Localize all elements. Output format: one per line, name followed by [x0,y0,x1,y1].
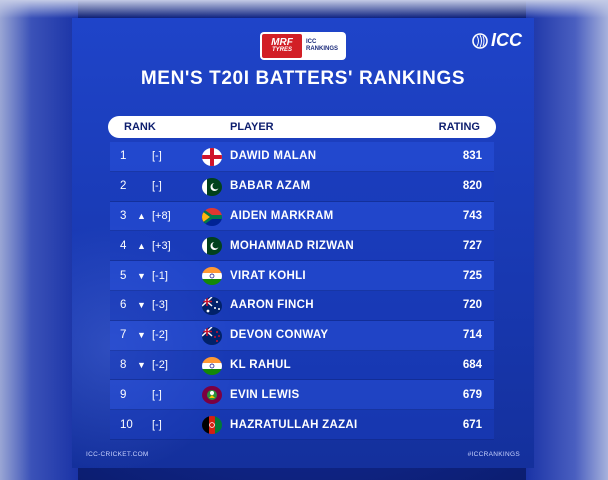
table-row: 6 ▼ [-3] AARON FINCH 720 [110,290,494,321]
afghanistan-flag-icon [202,416,222,435]
player-name: KL RAHUL [230,358,291,371]
player-name: VIRAT KOHLI [230,269,306,282]
player-name: MOHAMMAD RIZWAN [230,239,354,252]
photo-edge-right [526,0,608,480]
rank-movement: [+8] [152,209,171,222]
sponsor-brand-sub: TYRES [271,47,292,53]
player-rating: 820 [462,180,482,193]
rank-movement: [-] [152,388,162,401]
rank-arrow: ▼ [137,270,146,281]
rank-movement: [-2] [152,329,168,342]
table-row: 10 [-] HAZRATULLAH ZAZAI 671 [110,410,494,440]
player-name: AIDEN MARKRAM [230,209,334,222]
rank-number: 9 [120,388,127,401]
sponsor-line1: ICC [306,39,317,45]
table-row: 3 ▲ [+8] AIDEN MARKRAM 743 [110,201,494,232]
rank-number: 1 [120,150,127,163]
icc-logo-text: ICC [491,30,522,50]
table-row: 9 [-] EVIN LEWIS 679 [110,380,494,411]
player-rating: 720 [462,299,482,312]
rank-number: 8 [120,358,127,371]
pakistan-flag-icon [202,177,222,196]
rank-movement: [-2] [152,358,168,371]
rank-number: 4 [120,239,127,252]
rank-movement: [+3] [152,239,171,252]
rank-movement: [-] [152,150,162,163]
column-header-rating: RATING [438,121,480,133]
rank-movement: [-] [152,418,162,431]
rank-number: 5 [120,269,127,282]
player-rating: 671 [462,418,482,431]
table-row: 2 [-] BABAR AZAM 820 [110,171,494,202]
mrf-logo: MRF TYRES [262,34,302,58]
player-rating: 725 [462,269,482,282]
rank-movement: [-3] [152,299,168,312]
rank-movement: [-1] [152,269,168,282]
icc-emblem-icon [472,32,488,49]
south-africa-flag-icon [202,207,222,226]
player-rating: 714 [462,329,482,342]
photo-edge-left [0,0,78,480]
rank-arrow: ▲ [137,240,146,251]
player-name: DAWID MALAN [230,150,317,163]
table-row: 5 ▼ [-1] VIRAT KOHLI 725 [110,261,494,291]
table-header: RANK PLAYER RATING [108,116,496,138]
website-link: ICC-CRICKET.COM [86,451,149,458]
page-title: MEN'S T20I BATTERS' RANKINGS [140,68,466,89]
sponsor-badge: MRF TYRES ICC RANKINGS [260,32,346,60]
player-name: HAZRATULLAH ZAZAI [230,418,358,431]
sponsor-brand: MRF [271,37,293,48]
table-row: 4 ▲ [+3] MOHAMMAD RIZWAN 727 [110,231,494,262]
rankings-card: MRF TYRES ICC RANKINGS ICC MEN'S T20I BA… [72,18,534,468]
player-rating: 743 [462,209,482,222]
rank-number: 3 [120,209,127,222]
rankings-table: 1 [-] DAWID MALAN 831 2 [-] BABAR AZAM 8… [110,142,494,440]
rank-arrow: ▼ [137,300,146,311]
england-flag-icon [202,148,222,166]
column-header-player: PLAYER [230,121,274,133]
table-row: 1 [-] DAWID MALAN 831 [110,142,494,172]
player-rating: 727 [462,239,482,252]
player-rating: 684 [462,358,482,371]
west-indies-flag-icon [202,386,222,405]
player-name: EVIN LEWIS [230,388,300,401]
rank-number: 10 [120,418,133,431]
rank-arrow: ▼ [137,359,146,370]
rank-number: 2 [120,180,127,193]
australia-flag-icon [202,296,222,315]
new-zealand-flag-icon [202,326,222,345]
sponsor-line2: RANKINGS [306,46,339,52]
india-flag-icon [202,267,222,286]
rank-arrow: ▼ [137,330,146,341]
player-rating: 831 [462,150,482,163]
rank-number: 7 [120,329,127,342]
hashtag: #ICCRANKINGS [467,451,520,458]
player-name: DEVON CONWAY [230,329,329,342]
rank-movement: [-] [152,180,162,193]
pakistan-flag-icon [202,237,222,256]
column-header-rank: RANK [124,121,156,133]
rank-number: 6 [120,299,127,312]
india-flag-icon [202,356,222,375]
player-name: BABAR AZAM [230,180,311,193]
player-rating: 679 [462,388,482,401]
table-row: 8 ▼ [-2] KL RAHUL 684 [110,350,494,381]
photo-edge-top [0,0,608,18]
icc-logo: ICC [472,30,522,51]
player-name: AARON FINCH [230,299,314,312]
rank-arrow: ▲ [137,210,146,221]
table-row: 7 ▼ [-2] DEVON CONWAY 714 [110,320,494,351]
sponsor-rankings-label: ICC RANKINGS [302,39,338,53]
